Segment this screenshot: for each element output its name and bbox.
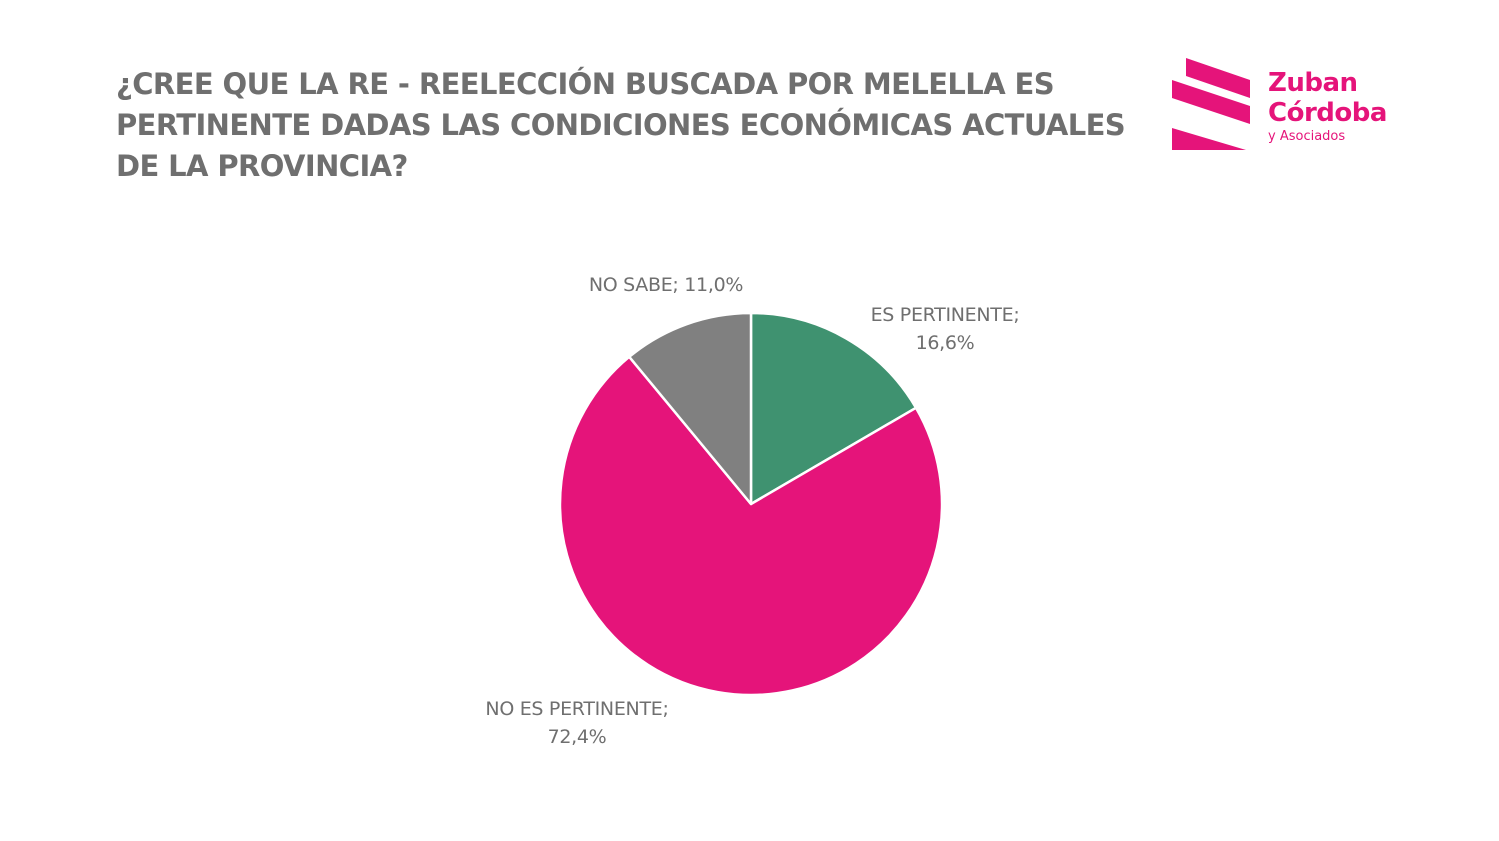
slice-label-line: NO ES PERTINENTE; (485, 698, 668, 720)
pie-labels: ES PERTINENTE; 16,6% NO ES PERTINENTE; 72,4… (485, 274, 1019, 748)
brand-logo: Zuban Córdoba y Asociados (1172, 56, 1402, 156)
logo-line-cordoba: Córdoba (1268, 98, 1387, 128)
slice-label-no-es-pertinente: NO ES PERTINENTE; 72,4% (485, 698, 668, 748)
chart-title: ¿CREE QUE LA RE - REELECCIÓN BUSCADA POR… (116, 67, 1126, 183)
slice-label-line: 16,6% (916, 332, 975, 354)
slice-label-line: ES PERTINENTE; (871, 304, 1020, 326)
slice-label-line: 72,4% (548, 726, 607, 748)
logo-line-asociados: y Asociados (1268, 129, 1346, 144)
slice-label-no-sabe: NO SABE; 11,0% (589, 274, 743, 296)
logo-line-zuban: Zuban (1268, 68, 1358, 98)
pie-slice-es-pertinente (749, 311, 918, 506)
pie-slice-no-sabe (628, 311, 753, 506)
logo-wordmark: Zuban Córdoba y Asociados (1268, 68, 1387, 145)
slice-label-line: NO SABE; 11,0% (589, 274, 743, 296)
slice-label-es-pertinente: ES PERTINENTE; 16,6% (871, 304, 1020, 354)
pie-slices (558, 311, 944, 697)
logo-mark-icon (1172, 58, 1250, 150)
pie-slice-no-es-pertinente (558, 355, 944, 697)
